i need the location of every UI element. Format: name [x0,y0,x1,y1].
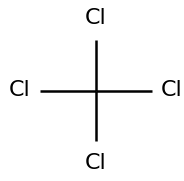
Text: Cl: Cl [161,81,183,100]
Text: Cl: Cl [85,8,107,28]
Text: Cl: Cl [9,81,31,100]
Text: Cl: Cl [85,153,107,173]
